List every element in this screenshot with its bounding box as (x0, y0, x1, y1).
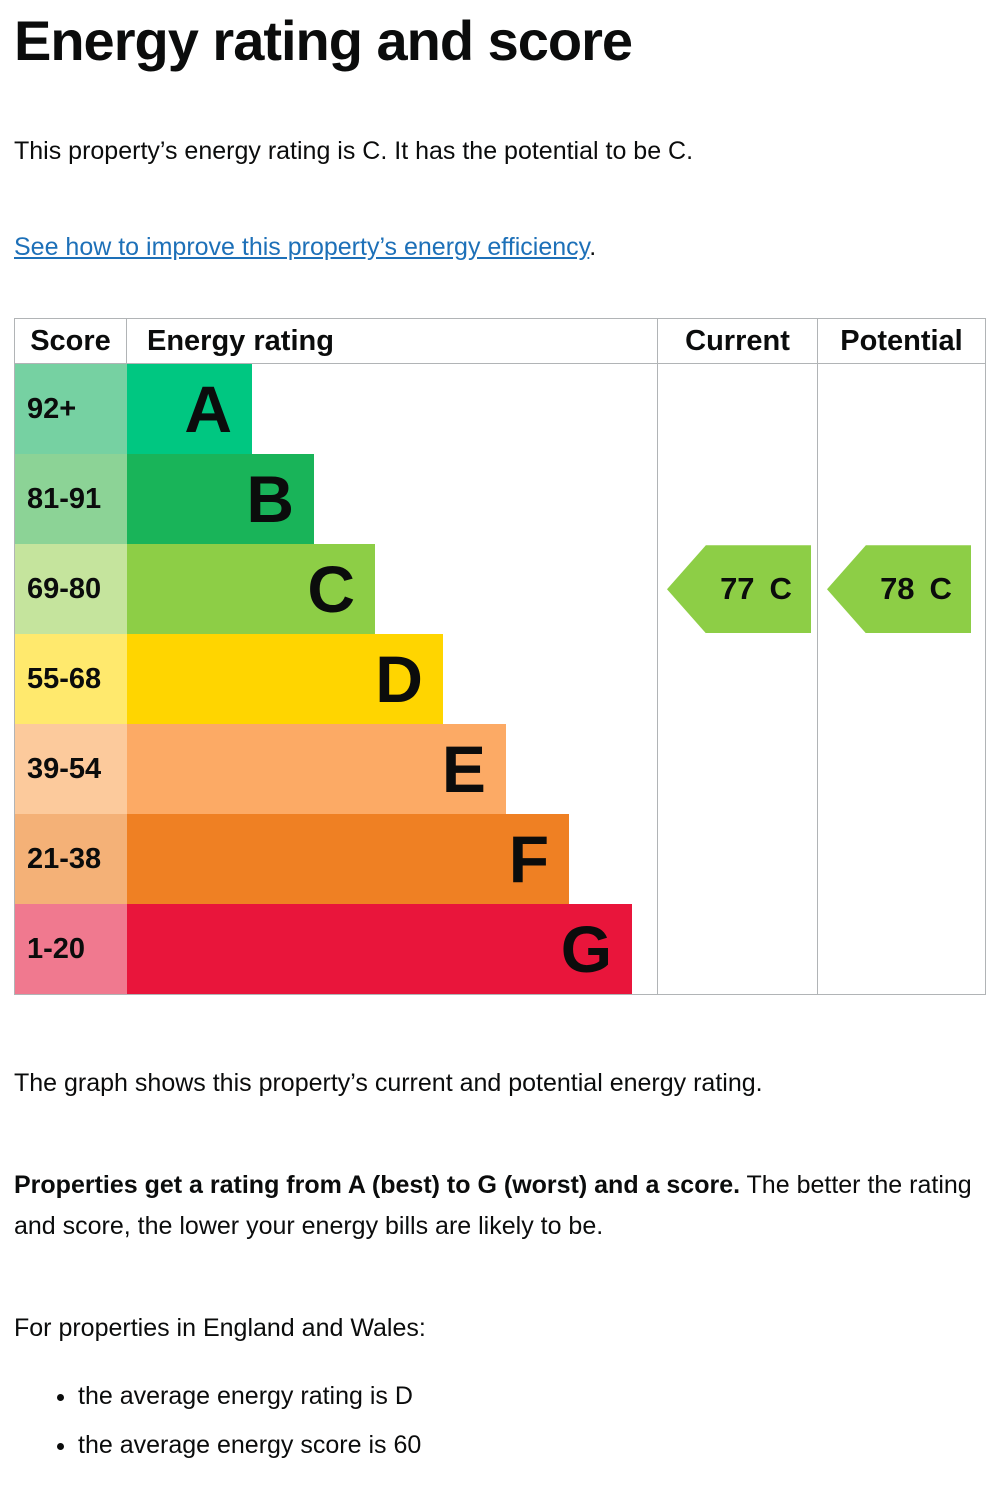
score-cell: 21-38 (15, 814, 127, 905)
potential-rating-arrow: 78 C (827, 545, 971, 634)
rating-bar: B (127, 454, 315, 545)
rating-letter: B (246, 462, 295, 537)
band-row-a: 92+ A (15, 364, 657, 455)
score-cell: 1-20 (15, 904, 127, 995)
score-range: 39-54 (27, 752, 102, 785)
improve-efficiency-link[interactable]: See how to improve this property’s energ… (14, 232, 590, 261)
epc-rating-graph: Score Energy rating 92+ A 81-91 B 69-80 … (14, 318, 986, 996)
score-range: 92+ (27, 392, 77, 425)
current-column-header: Current (658, 319, 817, 365)
link-period: . (589, 232, 597, 261)
epc-bands-section: Score Energy rating 92+ A 81-91 B 69-80 … (15, 319, 657, 995)
rating-letter: E (441, 732, 486, 807)
current-rating-arrow: 77 C (667, 545, 811, 634)
potential-column: Potential 78 C (817, 319, 985, 995)
score-cell: 55-68 (15, 634, 127, 725)
list-item-average-rating: the average energy rating is D (78, 1380, 986, 1414)
current-column-body: 77 C (658, 364, 817, 994)
bar-cell: E (127, 724, 657, 815)
list-item-average-score: the average energy score is 60 (78, 1429, 986, 1463)
score-column-header: Score (15, 319, 127, 364)
regions-intro: For properties in England and Wales: (14, 1314, 426, 1343)
band-row-c: 69-80 C (15, 544, 657, 635)
average-facts-list: the average energy rating is D the avera… (14, 1380, 986, 1463)
epc-left-header: Score Energy rating (15, 319, 657, 365)
rating-letter: F (508, 822, 550, 897)
score-range: 21-38 (27, 842, 102, 875)
bar-cell: G (127, 904, 657, 995)
current-score: 77 (720, 571, 755, 607)
bar-cell: F (127, 814, 657, 905)
bar-cell: D (127, 634, 657, 725)
ratings-explainer: Properties get a rating from A (best) to… (14, 1165, 979, 1246)
potential-letter: C (929, 571, 952, 607)
score-range: 1-20 (27, 932, 86, 965)
page-title: Energy rating and score (14, 9, 633, 72)
band-row-b: 81-91 B (15, 454, 657, 545)
ratings-explainer-rest: The better the rating and score, the low… (14, 1171, 972, 1240)
score-cell: 92+ (15, 364, 127, 455)
rating-bar: G (127, 904, 633, 995)
bar-cell: A (127, 364, 657, 455)
band-row-f: 21-38 F (15, 814, 657, 905)
intro-text: This property’s energy rating is C. It h… (14, 136, 694, 165)
rating-bar: F (127, 814, 570, 905)
rating-bar: D (127, 634, 443, 725)
potential-column-header: Potential (818, 319, 985, 365)
rating-bar: A (127, 364, 253, 455)
current-column: Current 77 C (657, 319, 817, 995)
rating-letter: C (307, 552, 356, 627)
potential-column-body: 78 C (818, 364, 985, 994)
rating-letter: G (560, 912, 613, 987)
rating-letter: A (184, 372, 233, 447)
score-cell: 69-80 (15, 544, 127, 635)
bar-cell: B (127, 454, 657, 545)
score-cell: 81-91 (15, 454, 127, 545)
score-cell: 39-54 (15, 724, 127, 815)
band-row-d: 55-68 D (15, 634, 657, 725)
score-range: 55-68 (27, 662, 102, 695)
score-range: 81-91 (27, 482, 102, 515)
rating-letter: D (375, 642, 423, 717)
band-row-g: 1-20 G (15, 904, 657, 995)
current-letter: C (769, 571, 792, 607)
ratings-explainer-bold: Properties get a rating from A (best) to… (14, 1171, 741, 1200)
score-range: 69-80 (27, 572, 102, 605)
band-row-e: 39-54 E (15, 724, 657, 815)
rating-bar: C (127, 544, 376, 635)
potential-score: 78 (880, 571, 915, 607)
graph-caption: The graph shows this property’s current … (14, 1069, 763, 1098)
rating-column-header: Energy rating (147, 324, 334, 357)
improve-link-paragraph: See how to improve this property’s energ… (14, 231, 979, 265)
bar-cell: C (127, 544, 657, 635)
rating-bar: E (127, 724, 506, 815)
